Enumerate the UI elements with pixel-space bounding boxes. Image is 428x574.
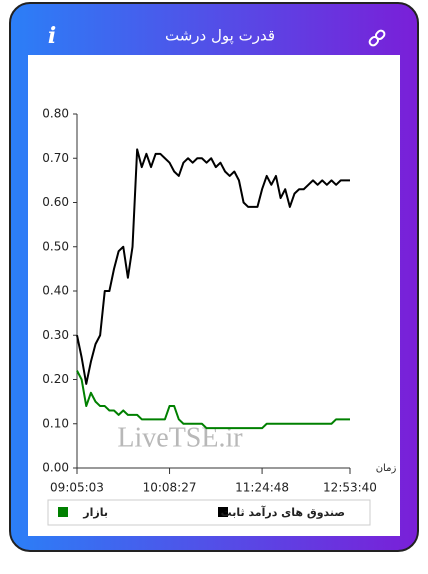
legend-label: بازار	[82, 506, 108, 519]
y-tick-label: 0.60	[42, 195, 69, 209]
info-icon[interactable]: i	[48, 23, 56, 49]
x-tick-label: 10:08:27	[143, 481, 197, 495]
y-tick-label: 0.80	[42, 107, 69, 121]
legend-label: صندوق های درآمد ثابت	[221, 505, 345, 519]
y-tick-label: 0.20	[42, 372, 69, 386]
y-tick-label: 0.70	[42, 151, 69, 165]
link-icon[interactable]	[368, 29, 386, 47]
y-tick-label: 0.50	[42, 239, 69, 253]
x-tick-label: 09:05:03	[50, 481, 104, 495]
legend	[47, 499, 371, 526]
chart-panel	[28, 55, 400, 536]
y-tick-label: 0.40	[42, 284, 69, 298]
legend-swatch	[218, 507, 228, 517]
legend-swatch	[58, 507, 68, 517]
x-tick-label: 12:53:40	[323, 481, 377, 495]
x-axis-label: زمان	[376, 463, 397, 474]
watermark: LiveTSE.ir	[117, 422, 243, 453]
y-tick-label: 0.10	[42, 416, 69, 430]
x-tick-label: 11:24:48	[235, 481, 289, 495]
series-line	[76, 370, 350, 430]
y-tick-label: 0.00	[42, 461, 69, 475]
y-tick-label: 0.30	[42, 328, 69, 342]
series-line	[76, 148, 350, 385]
header-title: قدرت پول درشت	[165, 27, 275, 46]
